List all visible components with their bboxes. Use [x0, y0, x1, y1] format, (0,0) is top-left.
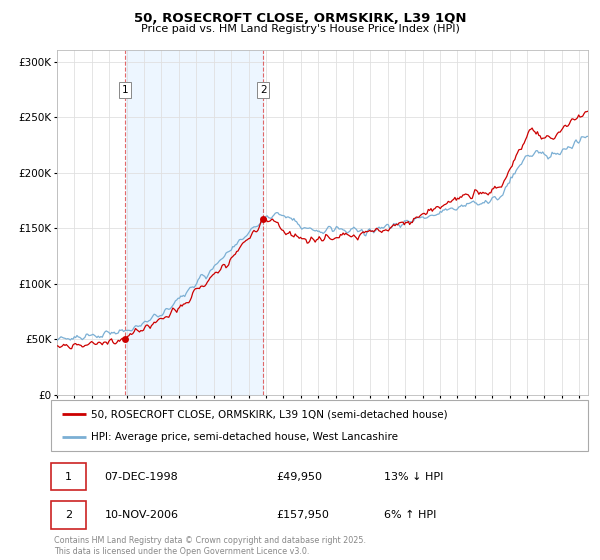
- Text: Contains HM Land Registry data © Crown copyright and database right 2025.
This d: Contains HM Land Registry data © Crown c…: [54, 536, 366, 556]
- Text: 2: 2: [260, 85, 266, 95]
- Text: Price paid vs. HM Land Registry's House Price Index (HPI): Price paid vs. HM Land Registry's House …: [140, 24, 460, 34]
- Text: HPI: Average price, semi-detached house, West Lancashire: HPI: Average price, semi-detached house,…: [91, 432, 398, 442]
- Text: 2: 2: [65, 510, 72, 520]
- Bar: [51, 501, 86, 529]
- Text: 07-DEC-1998: 07-DEC-1998: [105, 472, 178, 482]
- Text: £157,950: £157,950: [277, 510, 329, 520]
- Bar: [51, 463, 86, 491]
- Text: 1: 1: [65, 472, 72, 482]
- Text: £49,950: £49,950: [277, 472, 323, 482]
- Text: 6% ↑ HPI: 6% ↑ HPI: [384, 510, 436, 520]
- Text: 10-NOV-2006: 10-NOV-2006: [105, 510, 179, 520]
- Text: 50, ROSECROFT CLOSE, ORMSKIRK, L39 1QN: 50, ROSECROFT CLOSE, ORMSKIRK, L39 1QN: [134, 12, 466, 25]
- Text: 13% ↓ HPI: 13% ↓ HPI: [384, 472, 443, 482]
- Text: 1: 1: [122, 85, 128, 95]
- Text: 50, ROSECROFT CLOSE, ORMSKIRK, L39 1QN (semi-detached house): 50, ROSECROFT CLOSE, ORMSKIRK, L39 1QN (…: [91, 409, 448, 419]
